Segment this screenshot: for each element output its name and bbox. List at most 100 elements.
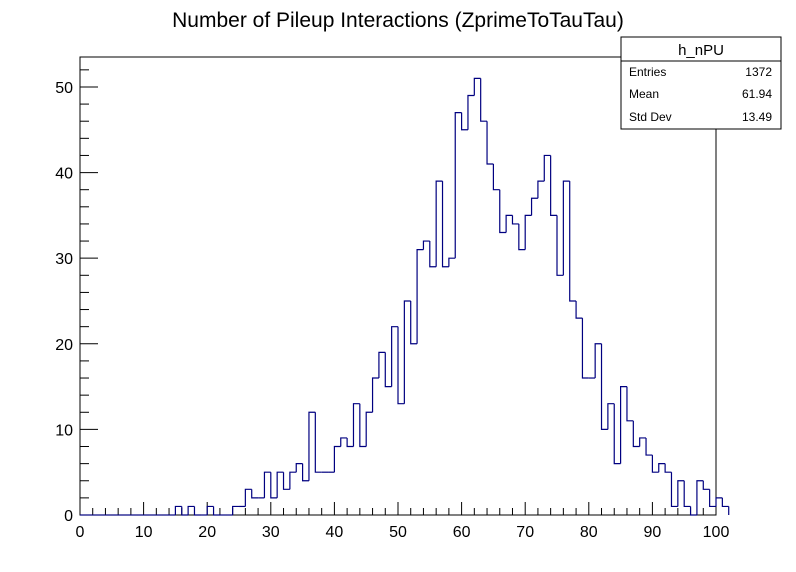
histogram-bin — [607, 403, 615, 430]
stats-mean-value: 61.94 — [742, 87, 772, 101]
histogram-bin — [492, 164, 500, 191]
histogram-bin — [181, 506, 189, 516]
histogram-series — [80, 77, 730, 516]
histogram-bin — [613, 403, 621, 465]
x-tick-label: 20 — [198, 524, 216, 541]
stats-entries-label: Entries — [629, 65, 666, 79]
histogram-bin — [340, 437, 348, 447]
histogram-bin — [645, 437, 653, 456]
histogram-bin — [569, 181, 577, 302]
histogram-bin — [664, 463, 672, 473]
histogram-bin — [270, 472, 278, 499]
histogram-bin — [308, 411, 316, 481]
histogram-bin — [212, 506, 220, 516]
histogram-bin — [454, 112, 462, 259]
y-tick-label: 0 — [64, 508, 73, 525]
stats-mean-label: Mean — [629, 87, 659, 101]
histogram-bin — [658, 463, 666, 473]
y-tick-label: 30 — [55, 251, 73, 268]
histogram-bin — [594, 343, 602, 379]
axis-ticks: 0 10 20 30 40 50 60 70 80 90 100 0 10 20 30 40 50 — [55, 69, 730, 541]
histogram-bin — [435, 180, 443, 267]
stats-stddev-value: 13.49 — [742, 110, 772, 124]
stats-box-name: h_nPU — [678, 42, 724, 59]
histogram-bin — [359, 403, 367, 448]
histogram-bin — [314, 412, 322, 473]
y-tick-label: 10 — [55, 422, 73, 439]
histogram-bin — [670, 472, 678, 508]
histogram-bin — [461, 112, 468, 131]
x-tick-label: 0 — [76, 524, 85, 541]
histogram-bin — [422, 240, 430, 250]
histogram-bin — [575, 300, 583, 319]
histogram-bin — [448, 257, 456, 267]
histogram-bin — [473, 77, 481, 96]
chart-title: Number of Pileup Interactions (ZprimeToT… — [172, 9, 624, 32]
x-tick-label: 10 — [135, 524, 153, 541]
histogram-bin — [696, 480, 704, 515]
histogram-bin — [289, 471, 297, 490]
histogram-bin — [537, 180, 545, 199]
histogram-bin — [384, 352, 392, 388]
x-tick-label: 40 — [326, 524, 344, 541]
histogram-bin — [251, 489, 259, 499]
histogram-bin — [639, 437, 647, 447]
histogram-bin — [556, 215, 564, 276]
histogram-bin — [715, 497, 723, 507]
histogram-bin — [333, 445, 341, 473]
histogram-bin — [378, 351, 386, 379]
histogram-bin — [346, 437, 354, 448]
histogram-bin — [721, 497, 729, 508]
histogram-bin — [620, 385, 627, 464]
histogram-bin — [410, 300, 418, 345]
histogram-bin — [581, 318, 589, 379]
histogram-bin — [282, 472, 290, 490]
histogram-bin — [467, 94, 475, 130]
x-tick-label: 80 — [580, 524, 598, 541]
histogram-bin — [562, 180, 570, 276]
histogram-bin — [206, 505, 214, 515]
histogram-bin — [187, 505, 195, 515]
x-tick-label: 100 — [703, 524, 730, 541]
histogram-bin — [677, 480, 685, 507]
histogram-bin — [397, 326, 405, 405]
histogram-bin — [441, 181, 449, 268]
histogram-bin — [174, 505, 182, 515]
histogram-bin — [499, 189, 507, 234]
histogram-bin — [391, 326, 398, 387]
histogram-bin — [626, 386, 634, 422]
histogram-bin — [232, 505, 239, 515]
histogram-bin — [244, 488, 252, 507]
histogram-bin — [600, 343, 608, 430]
histogram-bin — [518, 223, 526, 251]
histogram-bin — [276, 471, 284, 498]
histogram-bin — [530, 197, 538, 216]
histogram-bin — [709, 489, 716, 508]
histogram-bin — [416, 249, 424, 344]
stats-box: h_nPU Entries 1372 Mean 61.94 Std Dev 13… — [620, 36, 782, 130]
histogram-bin — [403, 300, 411, 404]
stats-box-frame — [620, 36, 782, 130]
histogram-bin — [429, 241, 437, 268]
y-tick-label: 20 — [55, 337, 73, 354]
histogram-bin — [550, 155, 557, 216]
x-tick-label: 90 — [644, 524, 662, 541]
histogram-bin — [302, 463, 309, 482]
histogram-bin — [295, 463, 303, 473]
histogram-bin — [632, 420, 640, 448]
histogram-bin — [365, 411, 373, 447]
histogram-bin — [543, 154, 551, 182]
histogram-bin — [486, 121, 494, 165]
histogram-bin — [683, 480, 691, 508]
x-tick-label: 30 — [262, 524, 280, 541]
histogram-bin — [524, 214, 532, 250]
histogram-bin — [193, 506, 201, 516]
histogram-bin — [702, 480, 710, 490]
histogram-bin — [480, 78, 488, 122]
y-tick-label: 40 — [55, 166, 73, 183]
x-tick-label: 60 — [453, 524, 471, 541]
histogram-bin — [263, 471, 271, 498]
histogram-bin — [689, 506, 697, 516]
histogram-bin — [371, 377, 379, 413]
